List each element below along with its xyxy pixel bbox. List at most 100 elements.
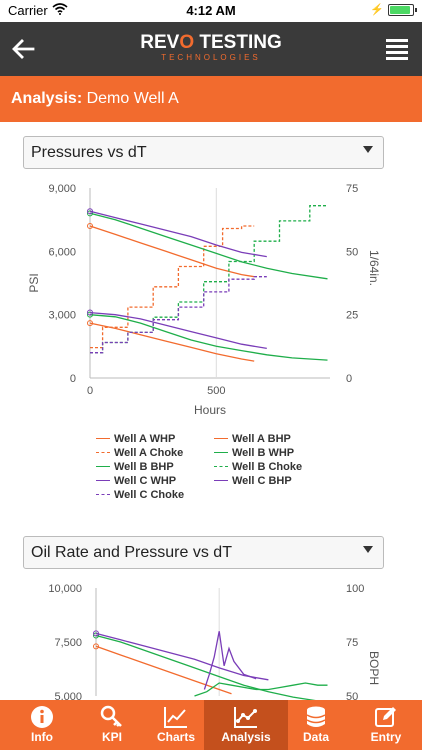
database-icon bbox=[274, 700, 358, 730]
carrier-label: Carrier bbox=[8, 3, 48, 18]
series-line-well-b-choke bbox=[90, 205, 328, 354]
legend-item[interactable]: Well B WHP bbox=[214, 446, 294, 460]
legend-item[interactable]: Well A BHP bbox=[214, 432, 291, 446]
info-icon bbox=[0, 700, 84, 730]
series-start-marker bbox=[87, 311, 93, 318]
pressures-chart: 0 3,000 6,000 9,000 0 25 50 75 0 500 Hours PSI 1/64i… bbox=[27, 183, 381, 417]
tab-charts[interactable]: Charts bbox=[134, 700, 218, 750]
wifi-icon bbox=[52, 3, 68, 18]
series-line-well-a-choke bbox=[90, 225, 255, 349]
legend-item[interactable]: Well C BHP bbox=[214, 474, 292, 488]
page-title-value: Demo Well A bbox=[86, 90, 179, 107]
series-start-marker bbox=[87, 309, 93, 316]
tab-info[interactable]: Info bbox=[0, 700, 84, 750]
charging-icon: ⚡ bbox=[370, 4, 384, 16]
menu-list-icon[interactable] bbox=[386, 39, 408, 60]
chart-selector-2[interactable]: Oil Rate and Pressure vs dT bbox=[23, 536, 384, 569]
tab-data[interactable]: Data bbox=[274, 700, 358, 750]
legend-swatch bbox=[96, 451, 110, 453]
y-tick-label: 3,000 bbox=[48, 310, 76, 322]
legend-swatch bbox=[214, 465, 228, 467]
series-line-4 bbox=[194, 682, 328, 697]
series-line-well-c-whp bbox=[89, 311, 267, 350]
status-bar: Carrier 4:12 AM ⚡ bbox=[0, 0, 422, 22]
legend-swatch bbox=[214, 479, 228, 481]
chart-selector-1[interactable]: Pressures vs dT bbox=[23, 136, 384, 169]
y2-tick-label: 25 bbox=[346, 310, 358, 322]
legend-label: Well C BHP bbox=[232, 475, 292, 487]
series-line-1 bbox=[95, 634, 316, 700]
legend-item[interactable]: Well A Choke bbox=[96, 446, 183, 460]
page-title: Analysis: Demo Well A bbox=[0, 76, 422, 122]
y-tick-label: 5,000 bbox=[54, 691, 82, 700]
edit-icon bbox=[344, 700, 422, 730]
y2-tick-label: 0 bbox=[346, 373, 352, 385]
legend-label: Well A BHP bbox=[232, 433, 291, 445]
x-tick-label: 500 bbox=[207, 385, 225, 397]
legend-label: Well B WHP bbox=[232, 447, 295, 459]
series-start-marker bbox=[87, 210, 93, 217]
app-header: REVO TESTING TECHNOLOGIES bbox=[0, 22, 422, 76]
legend-item[interactable]: Well A WHP bbox=[96, 432, 175, 446]
series-start-marker bbox=[87, 208, 93, 215]
y2-tick-label: 100 bbox=[346, 583, 364, 595]
battery-icon bbox=[388, 4, 417, 16]
series-line-well-b-whp bbox=[89, 314, 328, 361]
y2-tick-label: 75 bbox=[346, 637, 358, 649]
legend-item[interactable]: Well C Choke bbox=[96, 488, 184, 502]
series-line-well-a-bhp bbox=[89, 225, 255, 278]
x-tick-label: 0 bbox=[87, 385, 93, 397]
series-line-2 bbox=[95, 632, 269, 681]
legend-swatch bbox=[96, 465, 110, 467]
y-tick-label: 7,500 bbox=[54, 637, 82, 649]
clock: 4:12 AM bbox=[186, 3, 236, 18]
y-tick-label: 0 bbox=[70, 373, 76, 385]
series-line-3 bbox=[203, 631, 257, 690]
series-start-marker bbox=[93, 630, 99, 637]
page-title-prefix: Analysis: bbox=[11, 90, 83, 107]
chart-selector-1-label: Pressures vs dT bbox=[31, 144, 147, 161]
logo: REVO TESTING TECHNOLOGIES bbox=[140, 32, 282, 62]
oil-rate-chart: 5,000 7,500 10,000 50 75 100 BOPH bbox=[48, 583, 381, 700]
series-start-marker bbox=[93, 632, 99, 639]
legend-swatch bbox=[214, 451, 228, 453]
chevron-down-icon bbox=[363, 546, 373, 553]
series-line-well-c-bhp bbox=[89, 210, 267, 258]
y2-tick-label: 50 bbox=[346, 246, 358, 258]
y2-tick-label: 75 bbox=[346, 183, 358, 195]
legend-label: Well A WHP bbox=[114, 433, 176, 445]
y-tick-label: 10,000 bbox=[48, 583, 82, 595]
series-start-marker bbox=[93, 643, 99, 650]
x-axis-label: Hours bbox=[194, 403, 226, 417]
series-line-well-b-bhp bbox=[89, 212, 328, 280]
legend-swatch bbox=[96, 493, 110, 495]
y2-tick-label: 50 bbox=[346, 691, 358, 700]
legend-label: Well A Choke bbox=[114, 447, 184, 459]
series-line-well-a-whp bbox=[89, 322, 255, 362]
legend-item[interactable]: Well B BHP bbox=[96, 460, 174, 474]
key-icon bbox=[70, 700, 154, 730]
y-axis-label: PSI bbox=[27, 273, 41, 292]
series-start-marker bbox=[87, 223, 93, 229]
legend-item[interactable]: Well B Choke bbox=[214, 460, 302, 474]
y-tick-label: 9,000 bbox=[48, 183, 76, 195]
legend-label: Well B Choke bbox=[232, 461, 303, 473]
series-line-0 bbox=[95, 645, 232, 695]
legend-label: Well C WHP bbox=[114, 475, 177, 487]
line-chart-icon bbox=[134, 700, 218, 730]
chart-selector-2-label: Oil Rate and Pressure vs dT bbox=[31, 544, 232, 561]
tab-analysis[interactable]: Analysis bbox=[204, 700, 288, 750]
y2-axis-label: BOPH bbox=[367, 651, 381, 685]
legend-label: Well B BHP bbox=[114, 461, 174, 473]
y2-axis-label: 1/64in. bbox=[367, 250, 381, 286]
legend-item[interactable]: Well C WHP bbox=[96, 474, 176, 488]
legend-swatch bbox=[214, 437, 228, 439]
y-tick-label: 6,000 bbox=[48, 246, 76, 258]
tab-kpi[interactable]: KPI bbox=[70, 700, 154, 750]
chevron-down-icon bbox=[363, 146, 373, 153]
tab-bar: Info KPI Charts Analysis Data Entry bbox=[0, 700, 422, 750]
tab-entry[interactable]: Entry bbox=[344, 700, 422, 750]
analysis-icon bbox=[204, 700, 288, 730]
back-arrow-icon[interactable] bbox=[8, 34, 38, 64]
analysis-content[interactable]: Pressures vs dT 0 3,000 6,000 9,000 0 25 50 75 0… bbox=[0, 122, 422, 700]
